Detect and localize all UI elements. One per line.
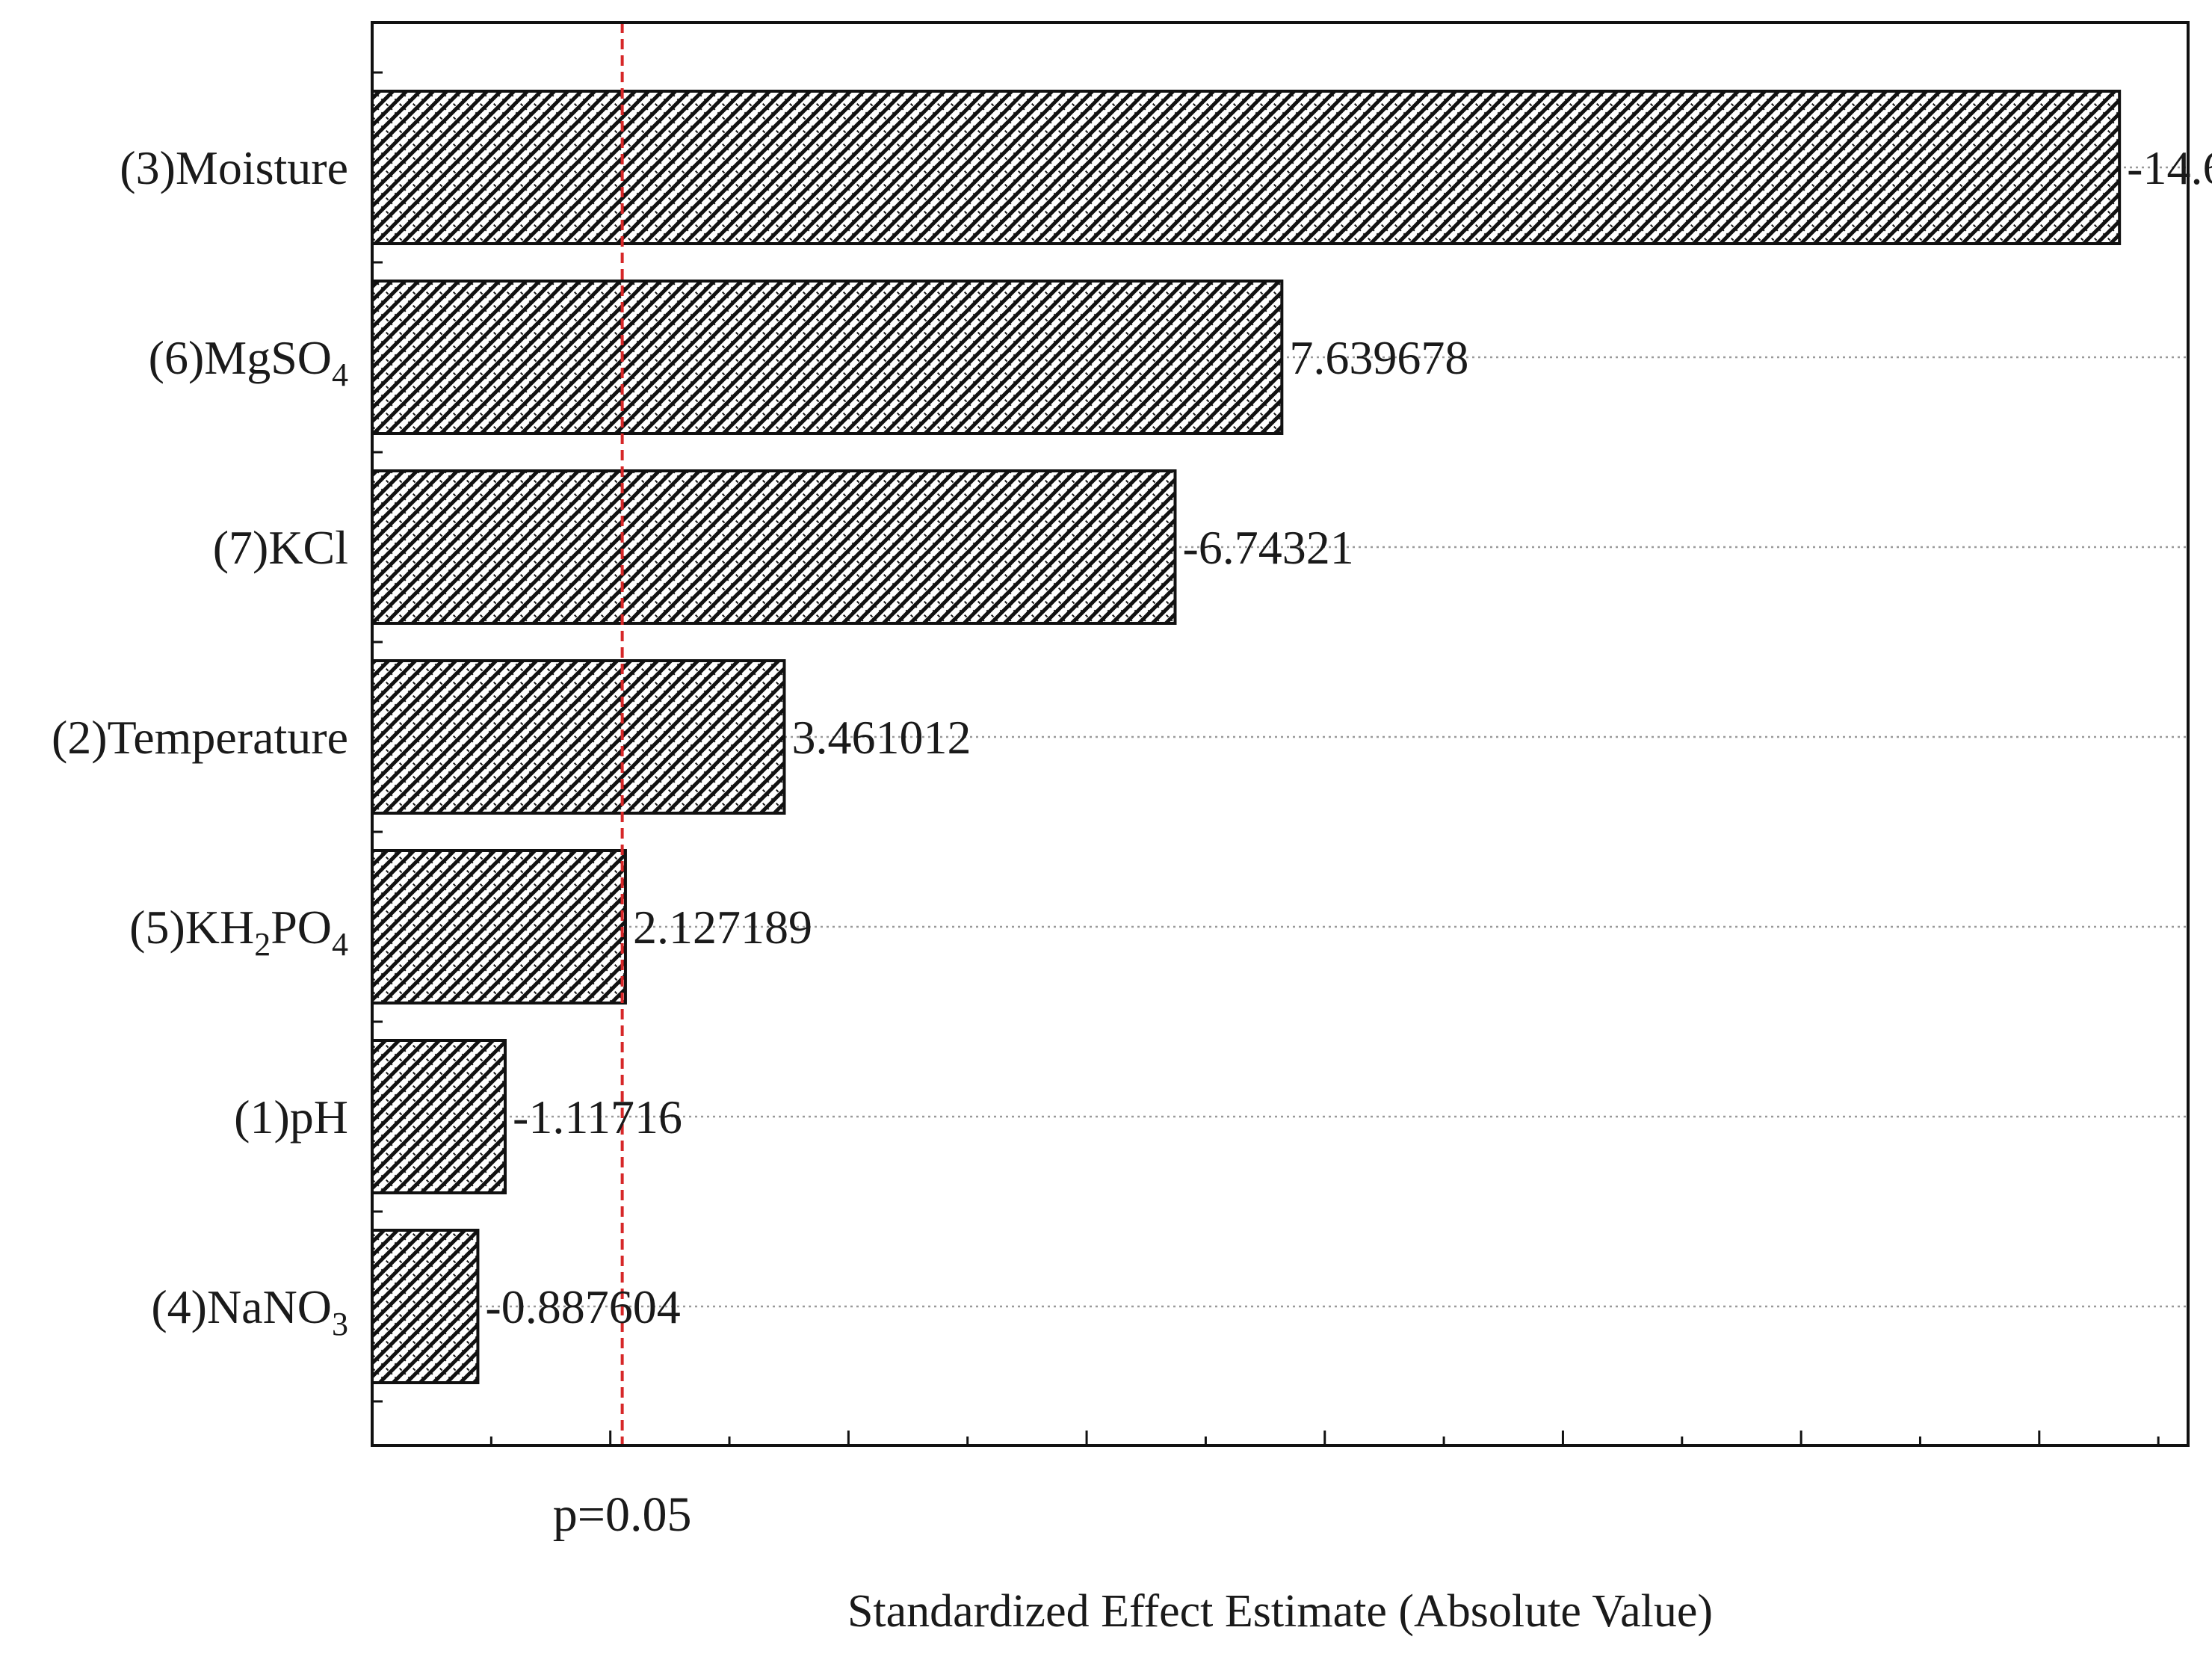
x-axis-title: Standardized Effect Estimate (Absolute V… [847,1586,1713,1637]
category-label: (6)MgSO4 [149,331,348,393]
value-label: -0.887604 [485,1280,680,1333]
category-label: (5)KH2PO4 [129,901,348,963]
category-label: (3)Moisture [120,141,348,194]
category-labels: (3)Moisture (6)MgSO4 (7)KCl (2)Temperature (… [52,141,348,1342]
bar [371,1039,507,1194]
category-label: (2)Temperature [52,711,348,764]
bar [371,1229,480,1384]
value-label: -6.74321 [1182,521,1353,574]
bar [371,659,786,815]
value-labels: -14.6737 7.639678 -6.74321 3.461012 2.127189… [485,141,2212,1333]
bar [371,469,1177,625]
bar [371,849,627,1005]
value-label: -1.11716 [513,1090,682,1144]
category-label: (4)NaNO3 [151,1280,348,1342]
category-label: (7)KCl [213,521,348,574]
reference-line-label: p=0.05 [553,1487,692,1542]
category-label: (1)pH [234,1090,348,1144]
value-label: 7.639678 [1289,331,1468,384]
bar [371,90,2122,245]
bar [371,280,1284,435]
value-label: 3.461012 [791,711,971,764]
value-label: 2.127189 [633,901,812,954]
plot-frame [371,21,2190,1447]
x-axis-ticks [372,71,2160,1445]
value-label: -14.6737 [2127,141,2212,194]
